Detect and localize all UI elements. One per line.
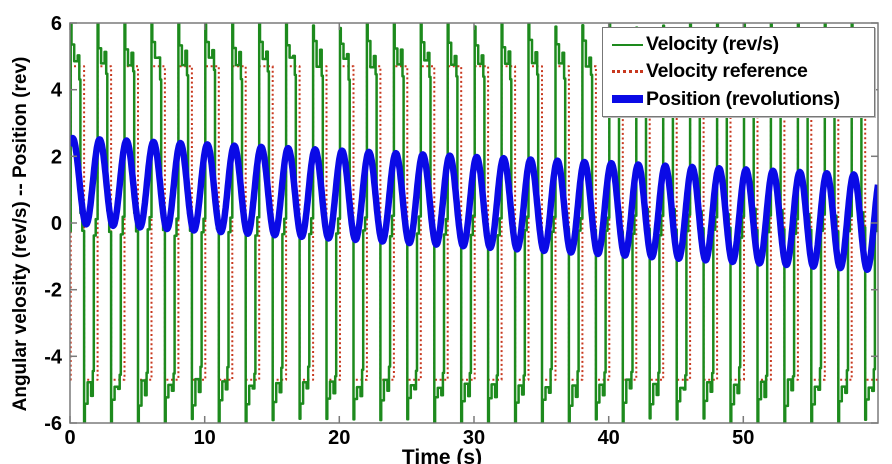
x-tick-label: 10 (194, 427, 216, 449)
x-tick-label: 50 (732, 427, 754, 449)
x-axis-label: Time (s) (401, 446, 483, 464)
y-tick-label: -4 (44, 346, 63, 368)
series-path-1 (70, 65, 878, 381)
y-tick-label: -6 (44, 413, 62, 435)
series-group (70, 23, 878, 423)
y-tick-label: -2 (44, 280, 62, 302)
legend-item-position: Position (revolutions) (612, 88, 872, 111)
legend-item-velocity: Velocity (rev/s) (612, 33, 872, 56)
velocity-reference-dotted-swatch-icon (612, 70, 643, 74)
position-thick-swatch-icon (612, 95, 643, 104)
x-tick-label: 20 (328, 427, 350, 449)
series-path-2 (70, 134, 878, 273)
legend-label-position: Position (revolutions) (646, 87, 840, 110)
y-axis-label: Angular velosity (rev/s) -- Position (re… (10, 56, 31, 412)
velocity-line-swatch-icon (612, 43, 643, 46)
legend-item-velocity-reference: Velocity reference (612, 60, 872, 83)
legend: Velocity (rev/s) Velocity reference Posi… (602, 27, 875, 117)
y-tick-label: 0 (51, 213, 62, 235)
y-tick-label: 6 (51, 13, 62, 35)
legend-label-velocity-reference: Velocity reference (646, 60, 808, 83)
legend-label-velocity: Velocity (rev/s) (646, 33, 779, 56)
x-tick-label: 40 (598, 427, 620, 449)
y-tick-label: 4 (51, 80, 63, 102)
y-tick-label: 2 (51, 146, 62, 168)
x-tick-label: 0 (64, 427, 75, 449)
series-path-0 (70, 23, 878, 423)
x-tick-label: 30 (463, 427, 485, 449)
